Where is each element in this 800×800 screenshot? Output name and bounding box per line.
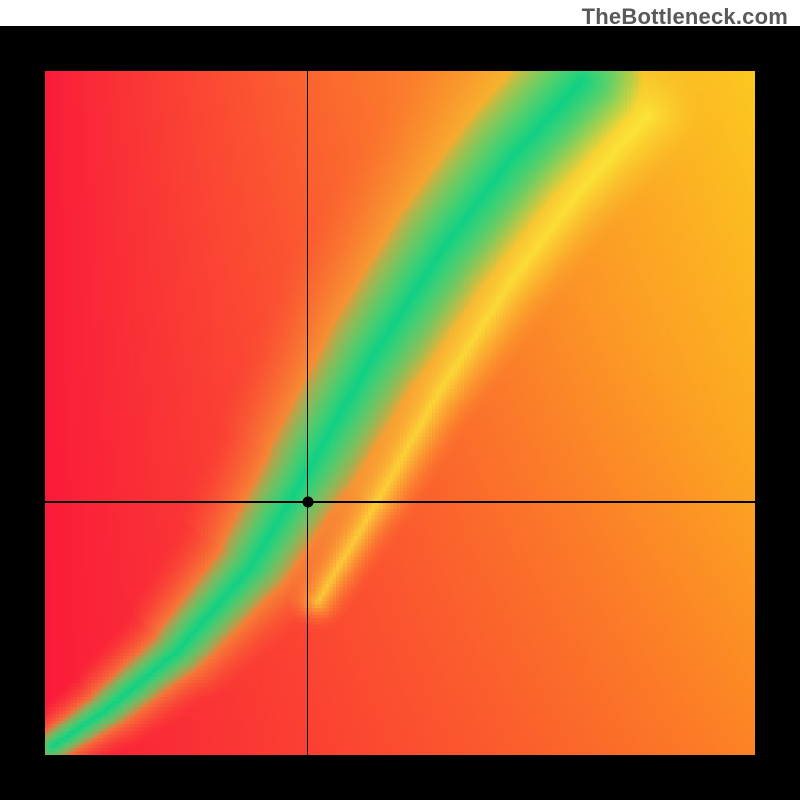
root-container: TheBottleneck.com	[0, 0, 800, 800]
crosshair-marker	[302, 496, 313, 507]
crosshair-vertical	[307, 71, 308, 755]
crosshair-horizontal	[45, 501, 755, 502]
watermark-text: TheBottleneck.com	[582, 4, 788, 30]
heatmap-canvas	[45, 71, 755, 755]
